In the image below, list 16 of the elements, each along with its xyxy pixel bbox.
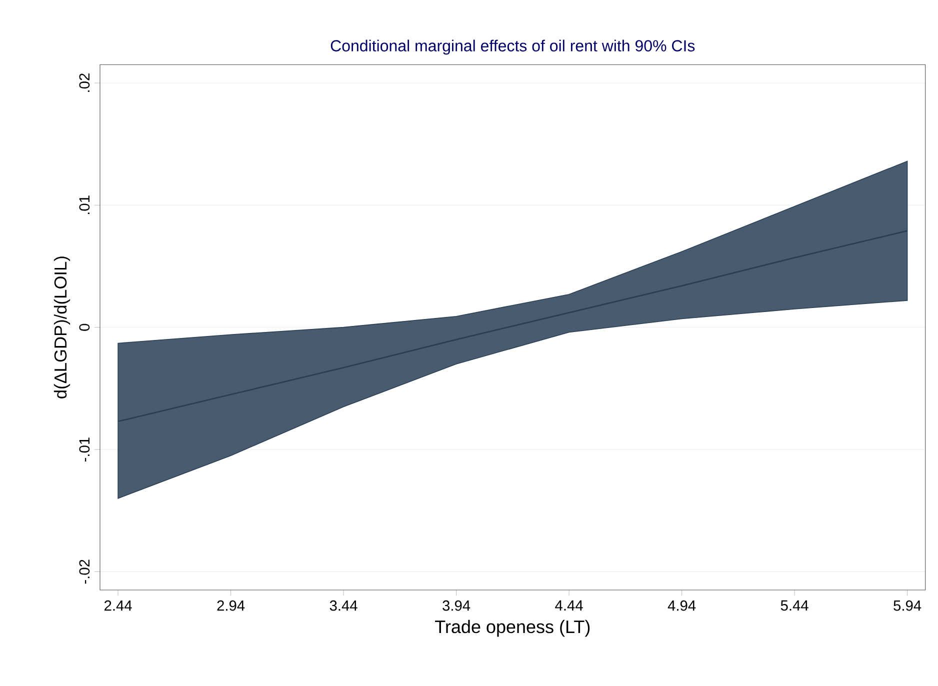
y-tick-label: -.01 xyxy=(79,438,90,462)
x-tick-label: 4.94 xyxy=(668,600,696,611)
x-tick-label: 4.44 xyxy=(555,600,583,610)
y-tick-label: .02 xyxy=(79,74,90,92)
x-tick-label: 3.94 xyxy=(442,600,470,611)
x-tick-label: 2.94 xyxy=(217,600,245,611)
x-axis-title: Trade openess (LT) xyxy=(435,620,590,637)
chart-title: Conditional marginal effects of oil rent with 90% CIs xyxy=(330,40,695,55)
y-tick-label: 0 xyxy=(79,324,90,331)
x-tick-label: 2.44 xyxy=(104,600,132,611)
x-tick-label: 3.44 xyxy=(330,600,358,611)
x-tick-label: 5.44 xyxy=(780,600,808,611)
y-tick-label: .01 xyxy=(79,196,90,214)
x-tick-label: 5.94 xyxy=(894,600,922,611)
y-axis-title: d(ΔLGDP)/d(LOIL) xyxy=(54,256,70,398)
y-tick-label: -.02 xyxy=(79,560,90,584)
